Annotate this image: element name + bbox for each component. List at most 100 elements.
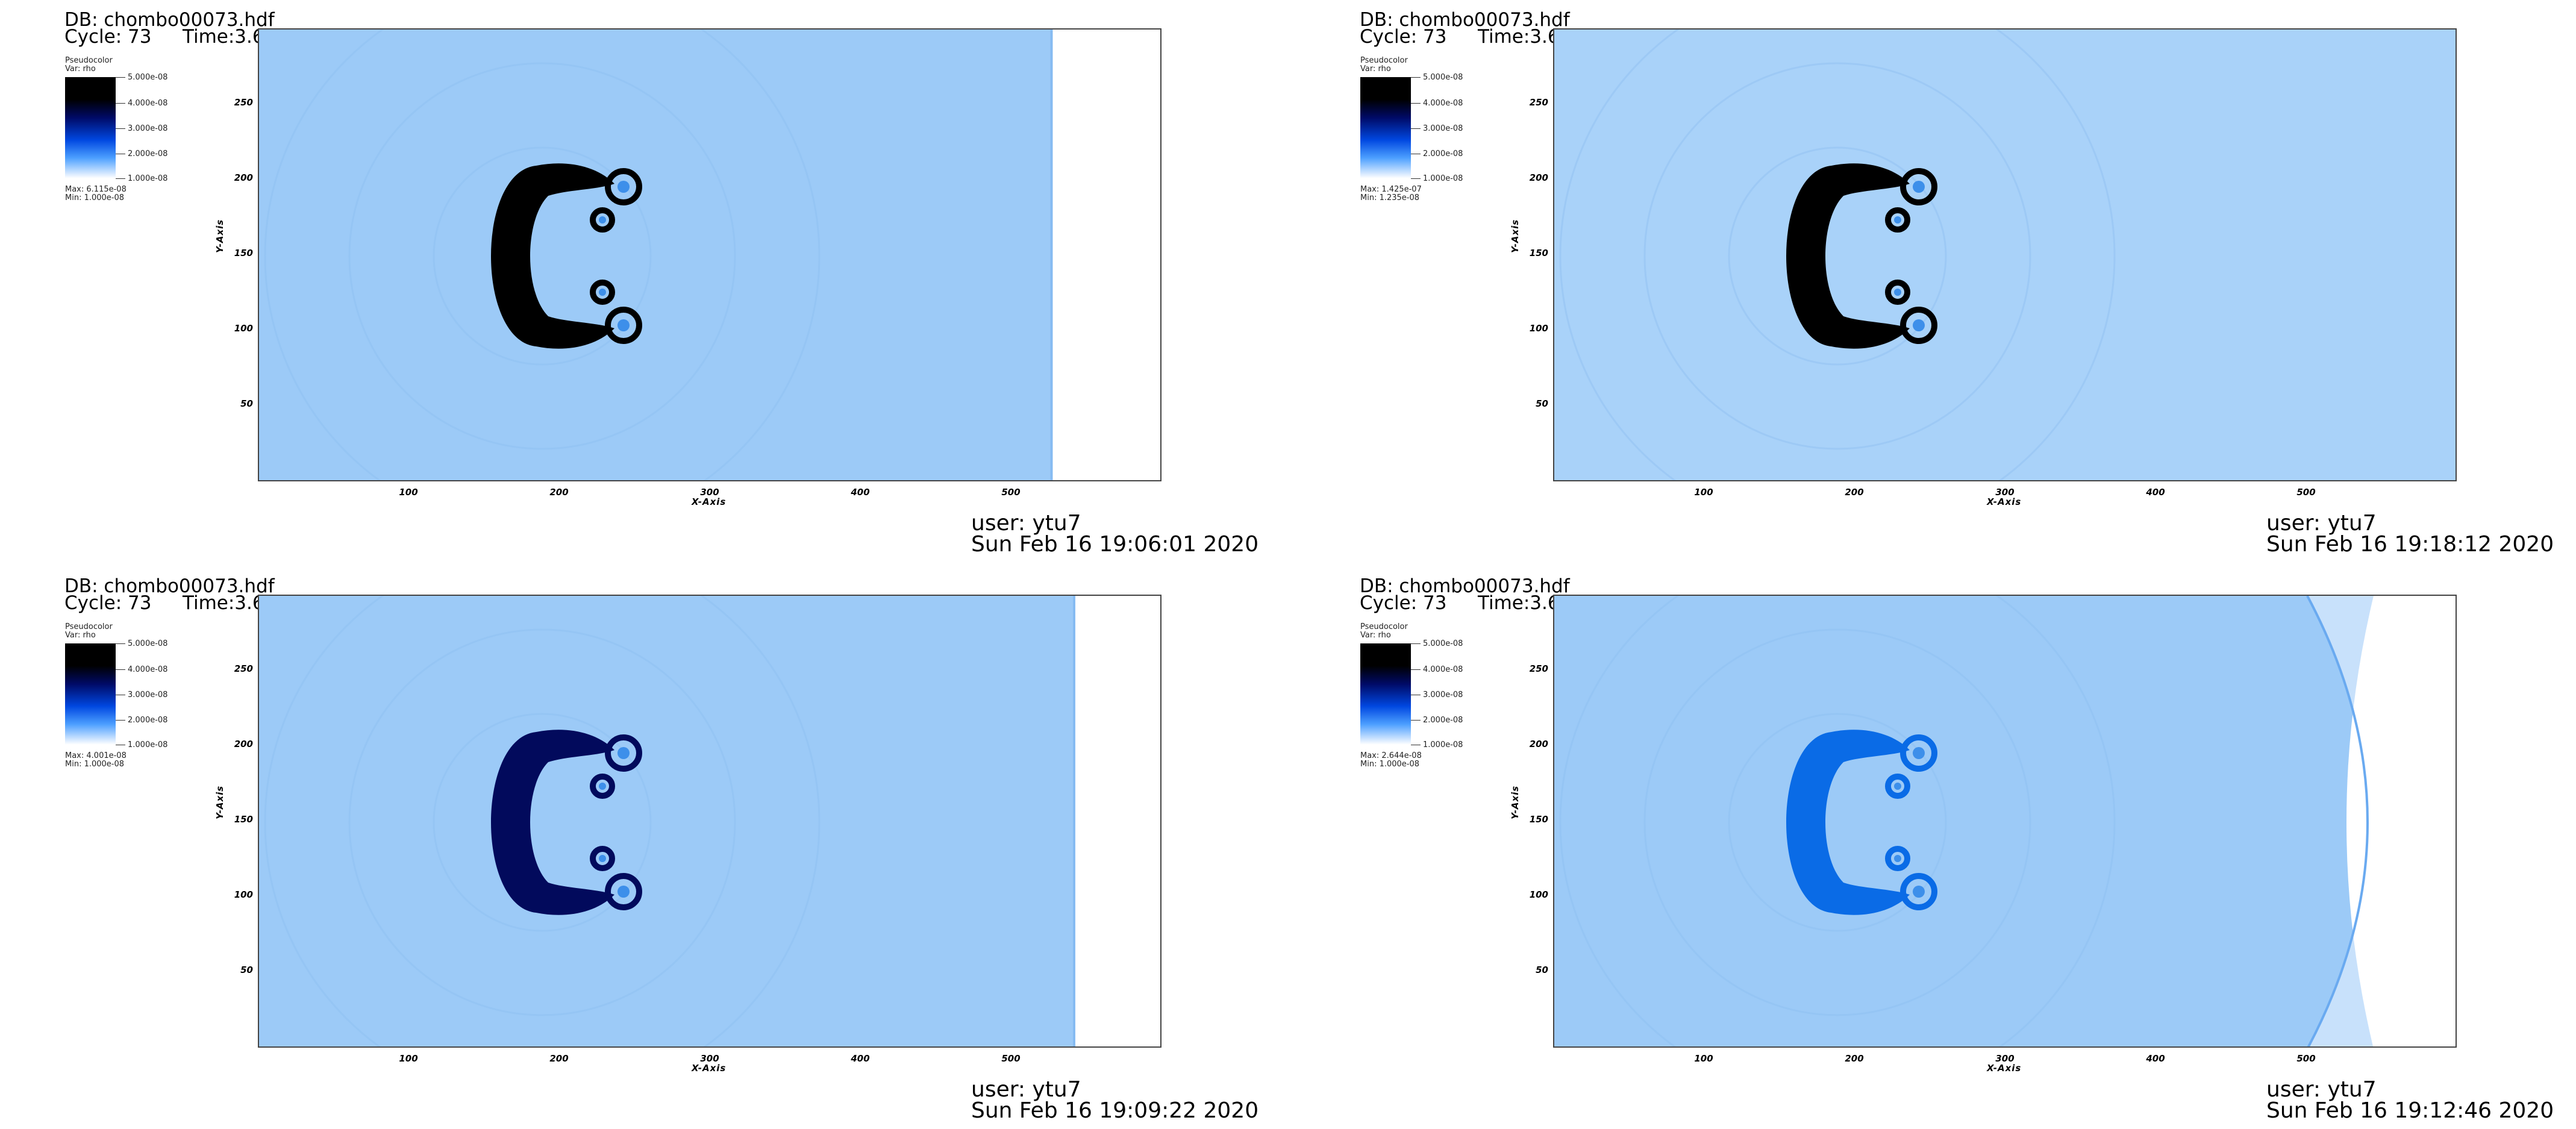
legend-tick: 5.000e-08: [128, 73, 168, 82]
vortex-curl: [605, 307, 642, 344]
y-tick-label: 50: [240, 398, 253, 409]
vortex-curl: [590, 207, 615, 233]
wave-ring: [1559, 596, 2116, 1046]
legend-tick: 5.000e-08: [1423, 73, 1463, 82]
wave-ring: [264, 596, 821, 1046]
legend-title: Pseudocolor: [65, 622, 113, 631]
x-tick-label: 300: [700, 487, 719, 498]
vortex-curl: [605, 168, 642, 205]
vortex-core: [1894, 855, 1901, 862]
legend-min: Min: 1.000e-08: [1360, 760, 1420, 769]
x-axis-label: X-Axis: [692, 1063, 727, 1074]
plot-panel-1: DB: chombo00073.hdf Cycle: 73 Time:3.65e…: [0, 0, 1288, 563]
vortex-curl: [605, 734, 642, 772]
legend-tick: 2.000e-08: [1423, 149, 1463, 158]
x-tick-label: 500: [1001, 487, 1021, 498]
legend-min: Min: 1.000e-08: [65, 193, 125, 202]
dense-cloud: [1786, 163, 1910, 349]
dense-cloud: [1786, 730, 1910, 915]
vortex-core: [1913, 886, 1925, 898]
legend-max: Max: 4.001e-08: [65, 751, 127, 760]
wave-ring: [1559, 30, 2116, 480]
plot-panel-2: DB: chombo00073.hdf Cycle: 73 Time:3.65e…: [1295, 0, 2576, 563]
vortex-curl: [1885, 774, 1910, 799]
user-label: user: ytu7: [2266, 511, 2377, 536]
legend-var: Var: rho: [65, 631, 96, 640]
y-tick-label: 100: [1529, 323, 1548, 334]
x-axis-label: X-Axis: [1987, 1063, 2022, 1074]
vortex-curl: [1885, 207, 1910, 233]
colorbar-legend: Pseudocolor Var: rho 5.000e-08 4.000e-08…: [65, 623, 210, 780]
y-tick-label: 250: [1529, 663, 1548, 674]
legend-tick: 4.000e-08: [128, 665, 168, 674]
x-tick-label: 100: [399, 487, 418, 498]
wave-ring: [348, 628, 736, 1016]
x-tick-label: 500: [1001, 1053, 1021, 1064]
vortex-core: [599, 783, 606, 790]
y-tick-label: 200: [234, 172, 253, 183]
date-label: Sun Feb 16 19:12:46 2020: [2266, 1098, 2554, 1123]
wave-ring: [348, 62, 736, 450]
legend-tick: 3.000e-08: [128, 690, 168, 699]
vortex-core: [1913, 319, 1925, 331]
legend-tick: 4.000e-08: [128, 99, 168, 108]
y-axis-label: Y-Axis: [214, 785, 225, 819]
x-tick-label: 300: [1995, 487, 2015, 498]
vortex-curl: [590, 846, 615, 871]
vortex-curl: [1900, 873, 1937, 910]
y-tick-label: 100: [234, 889, 253, 900]
unshocked-region: [2346, 596, 2456, 1046]
x-tick-label: 300: [1995, 1053, 2015, 1064]
legend-var: Var: rho: [1360, 631, 1391, 640]
vortex-curl: [1900, 307, 1937, 344]
legend-tick: 1.000e-08: [1423, 174, 1463, 183]
density-plot: [1553, 28, 2457, 481]
wave-ring: [433, 713, 652, 932]
vortex-core: [617, 319, 630, 331]
wave-ring: [1728, 713, 1947, 932]
y-tick-label: 50: [240, 965, 253, 975]
legend-tick: 1.000e-08: [128, 174, 168, 183]
dense-cloud: [491, 163, 614, 349]
cycle-label: Cycle: 73: [64, 26, 152, 48]
legend-tick: 2.000e-08: [128, 716, 168, 725]
x-tick-label: 100: [399, 1053, 418, 1064]
y-tick-label: 150: [1529, 814, 1548, 825]
y-tick-label: 200: [1529, 739, 1548, 749]
legend-var: Var: rho: [1360, 64, 1391, 73]
vortex-core: [599, 289, 606, 296]
vortex-curl: [1885, 280, 1910, 305]
y-tick-label: 250: [234, 663, 253, 674]
x-tick-label: 300: [700, 1053, 719, 1064]
date-label: Sun Feb 16 19:18:12 2020: [2266, 532, 2554, 557]
legend-tick: 2.000e-08: [1423, 716, 1463, 725]
density-plot: [258, 28, 1161, 481]
db-label: DB: chombo00073.hdf: [64, 9, 275, 31]
colorbar-legend: Pseudocolor Var: rho 5.000e-08 4.000e-08…: [1360, 57, 1505, 213]
x-tick-label: 400: [851, 1053, 870, 1064]
wave-ring: [264, 30, 821, 480]
plot-panel-4: DB: chombo00073.hdf Cycle: 73 Time:3.65e…: [1295, 566, 2576, 1129]
colorbar-legend: Pseudocolor Var: rho 5.000e-08 4.000e-08…: [65, 57, 210, 213]
legend-tick: 3.000e-08: [128, 124, 168, 133]
vortex-curl: [1900, 168, 1937, 205]
vortex-curl: [1885, 846, 1910, 871]
vortex-curl: [590, 774, 615, 799]
shock-front: [2306, 596, 2369, 1046]
user-label: user: ytu7: [971, 511, 1081, 536]
vortex-curl: [590, 280, 615, 305]
legend-title: Pseudocolor: [1360, 56, 1408, 65]
y-tick-label: 50: [1536, 965, 1548, 975]
legend-tick: 1.000e-08: [128, 740, 168, 749]
x-tick-label: 500: [2296, 1053, 2316, 1064]
vortex-core: [1913, 181, 1925, 193]
vortex-core: [1894, 216, 1901, 224]
vortex-core: [1913, 747, 1925, 759]
colorbar: [65, 77, 116, 178]
unshocked-region: [1074, 596, 1160, 1046]
y-tick-label: 200: [234, 739, 253, 749]
date-label: Sun Feb 16 19:09:22 2020: [971, 1098, 1259, 1123]
legend-tick: 3.000e-08: [1423, 124, 1463, 133]
unshocked-region: [1051, 30, 1160, 480]
legend-tick: 3.000e-08: [1423, 690, 1463, 699]
